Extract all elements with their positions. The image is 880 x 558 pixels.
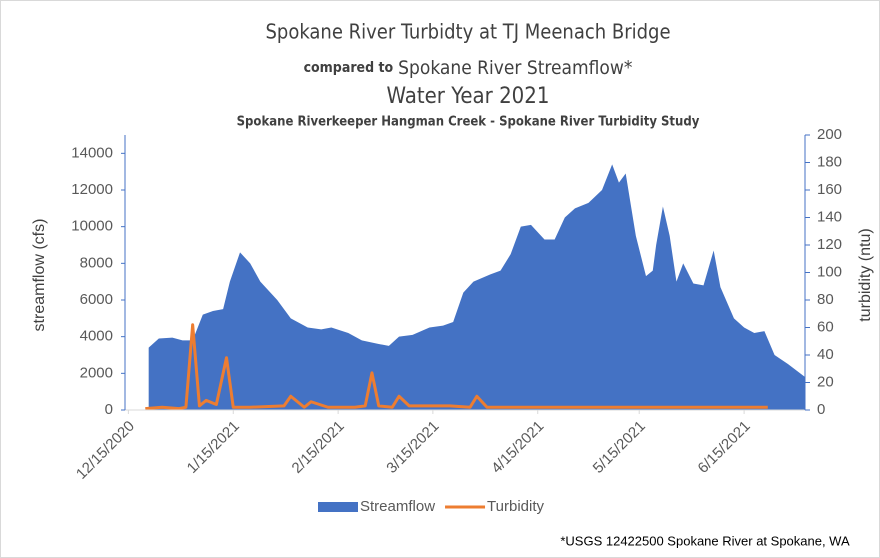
subtitle-prefix: compared to	[304, 60, 394, 76]
y2-tick-label: 120	[817, 236, 842, 253]
subtitle: compared to Spokane River Streamflow*	[304, 57, 633, 79]
y-tick-label: 0	[105, 401, 113, 418]
y-tick-label: 10000	[71, 218, 113, 235]
y2-tick-label: 40	[817, 346, 834, 363]
y-tick-label: 2000	[80, 364, 113, 381]
turbidity-line	[145, 323, 768, 411]
y-tick-label: 14000	[71, 144, 113, 161]
legend-label: Streamflow	[360, 498, 435, 515]
subtitle-year: Water Year 2021	[387, 84, 550, 109]
y2-tick-label: 160	[817, 181, 842, 198]
y2-axis-label: turbidity (ntu)	[857, 228, 874, 321]
legend-swatch	[318, 502, 358, 512]
streamflow-area	[148, 164, 806, 410]
legend-label: Turbidity	[487, 498, 544, 515]
y2-tick-label: 140	[817, 208, 842, 225]
y2-tick-label: 60	[817, 318, 834, 335]
y2-tick-label: 0	[817, 401, 825, 418]
y-tick-label: 4000	[80, 328, 113, 345]
y2-tick-label: 100	[817, 263, 842, 280]
subtitle-study: Spokane Riverkeeper Hangman Creek - Spok…	[237, 115, 700, 130]
y2-tick-label: 20	[817, 373, 834, 390]
y2-tick-label: 80	[817, 291, 834, 308]
y-tick-label: 8000	[80, 254, 113, 271]
footnote: *USGS 12422500 Spokane River at Spokane,…	[560, 533, 850, 548]
y-tick-label: 6000	[80, 291, 113, 308]
chart-title: Spokane River Turbidty at TJ Meenach Bri…	[265, 20, 670, 44]
y2-tick-label: 200	[817, 126, 842, 143]
y-tick-label: 12000	[71, 181, 113, 198]
subtitle-main: Spokane River Streamflow*	[398, 57, 633, 79]
y2-tick-label: 180	[817, 153, 842, 170]
y-axis-label: streamflow (cfs)	[31, 219, 48, 332]
